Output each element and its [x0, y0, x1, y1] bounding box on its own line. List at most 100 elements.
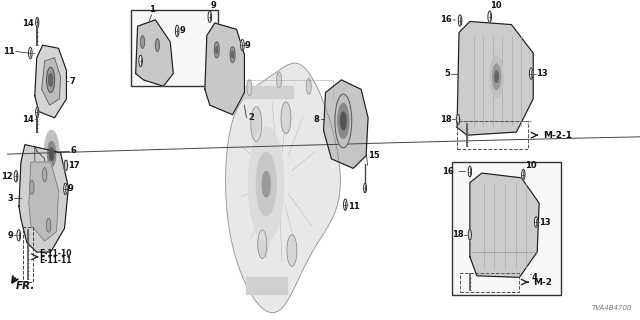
- Text: 11: 11: [348, 202, 360, 211]
- Circle shape: [14, 171, 18, 182]
- Text: 16: 16: [442, 167, 454, 176]
- Circle shape: [248, 127, 284, 241]
- Polygon shape: [205, 23, 244, 115]
- Text: 3: 3: [7, 194, 13, 203]
- Polygon shape: [456, 115, 460, 124]
- Text: 9: 9: [245, 41, 251, 50]
- Circle shape: [307, 78, 311, 94]
- Polygon shape: [19, 145, 68, 252]
- Circle shape: [214, 42, 220, 58]
- Polygon shape: [457, 21, 533, 135]
- Text: 18: 18: [452, 230, 464, 239]
- Circle shape: [488, 11, 492, 22]
- Circle shape: [522, 169, 525, 180]
- Circle shape: [17, 230, 20, 241]
- Circle shape: [258, 230, 267, 258]
- Circle shape: [458, 15, 462, 26]
- Text: 10: 10: [490, 1, 501, 10]
- Circle shape: [495, 71, 499, 83]
- Circle shape: [47, 67, 54, 92]
- Circle shape: [344, 199, 347, 210]
- Text: 9: 9: [211, 1, 216, 10]
- Circle shape: [262, 172, 270, 197]
- Circle shape: [256, 153, 276, 216]
- Text: 17: 17: [68, 161, 80, 170]
- Circle shape: [232, 52, 234, 58]
- Circle shape: [276, 72, 282, 88]
- Bar: [239, 86, 294, 99]
- Polygon shape: [35, 45, 67, 118]
- Text: 1: 1: [148, 4, 154, 13]
- Polygon shape: [468, 230, 472, 240]
- Text: 13: 13: [539, 218, 551, 227]
- Bar: [452, 162, 561, 295]
- Circle shape: [208, 11, 212, 22]
- Circle shape: [63, 183, 67, 195]
- Circle shape: [335, 94, 352, 148]
- Text: 6: 6: [70, 147, 76, 156]
- Polygon shape: [35, 146, 45, 169]
- Text: 9: 9: [180, 27, 186, 36]
- Circle shape: [230, 47, 235, 62]
- Text: 10: 10: [525, 161, 537, 170]
- Circle shape: [338, 104, 349, 138]
- Text: 15: 15: [367, 151, 380, 160]
- Text: 7: 7: [69, 77, 75, 86]
- Circle shape: [251, 107, 262, 141]
- Circle shape: [47, 218, 51, 232]
- Text: 14: 14: [22, 19, 34, 28]
- Circle shape: [49, 74, 52, 86]
- Polygon shape: [324, 80, 368, 168]
- Text: 11: 11: [3, 47, 15, 56]
- Circle shape: [529, 68, 533, 79]
- Circle shape: [287, 235, 297, 266]
- Text: 12: 12: [1, 172, 13, 181]
- Text: 9: 9: [68, 184, 74, 193]
- Polygon shape: [29, 162, 58, 241]
- Bar: [24, 227, 33, 282]
- Circle shape: [47, 141, 56, 167]
- Text: 8: 8: [314, 115, 319, 124]
- Polygon shape: [470, 173, 539, 277]
- Polygon shape: [226, 63, 340, 313]
- Circle shape: [141, 36, 145, 48]
- Circle shape: [468, 166, 472, 177]
- Polygon shape: [136, 20, 173, 86]
- Circle shape: [340, 112, 346, 130]
- Circle shape: [50, 148, 54, 160]
- Text: 4: 4: [531, 273, 537, 282]
- Text: E-11-11: E-11-11: [39, 256, 72, 265]
- Text: 13: 13: [536, 69, 548, 78]
- Circle shape: [247, 80, 252, 96]
- Text: FR.: FR.: [16, 281, 35, 291]
- Circle shape: [490, 56, 503, 97]
- Circle shape: [139, 55, 142, 67]
- Circle shape: [29, 47, 32, 59]
- Polygon shape: [64, 160, 68, 170]
- Text: M-2-1: M-2-1: [543, 131, 572, 140]
- Circle shape: [281, 102, 291, 134]
- Bar: [246, 277, 288, 295]
- Circle shape: [493, 64, 500, 89]
- Text: 14: 14: [22, 115, 34, 124]
- Circle shape: [216, 47, 218, 53]
- Text: 16: 16: [440, 15, 452, 24]
- Circle shape: [364, 183, 367, 193]
- Text: TVA4B4700: TVA4B4700: [591, 305, 632, 310]
- Circle shape: [156, 39, 159, 52]
- Text: 5: 5: [444, 69, 450, 78]
- Circle shape: [241, 39, 244, 51]
- Text: 18: 18: [440, 115, 452, 124]
- Circle shape: [36, 17, 39, 28]
- Text: 9: 9: [7, 231, 13, 240]
- Text: 2: 2: [248, 113, 254, 122]
- Polygon shape: [42, 58, 61, 105]
- Text: E-11-10: E-11-10: [39, 249, 72, 258]
- Circle shape: [29, 180, 34, 194]
- Circle shape: [42, 168, 47, 182]
- Circle shape: [175, 25, 179, 36]
- Circle shape: [44, 131, 59, 178]
- Bar: [131, 10, 218, 86]
- Circle shape: [36, 107, 39, 117]
- Text: M-2: M-2: [533, 277, 552, 287]
